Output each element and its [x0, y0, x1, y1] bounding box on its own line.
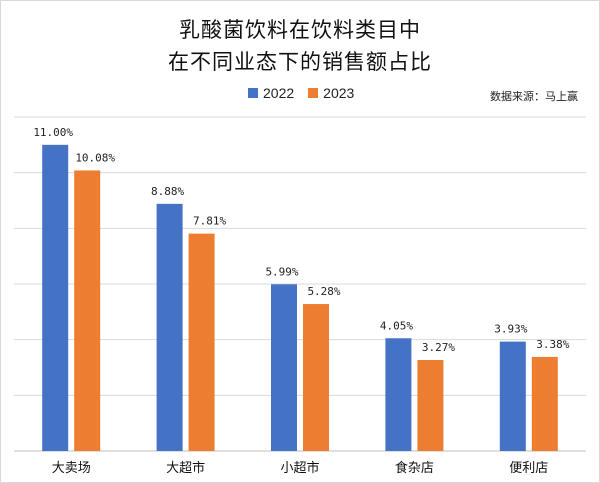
legend-swatch-2022	[248, 88, 258, 98]
bar-2022-1	[42, 144, 69, 452]
bar-2022-2	[156, 203, 183, 451]
x-tick-label: 小超市	[280, 460, 319, 476]
data-label-2022-1: 11.00%	[33, 126, 73, 139]
bar-2023-2	[188, 233, 215, 451]
bar-2022-4	[385, 338, 412, 451]
bar-2022-5	[499, 341, 526, 451]
data-label-2023-1: 10.08%	[75, 151, 115, 164]
bar-2023-4	[417, 359, 444, 451]
bar-2023-3	[303, 304, 329, 451]
bar-2023-5	[531, 356, 558, 451]
data-label-2023-5: 3.38%	[536, 338, 569, 351]
data-label-2023-2: 7.81%	[193, 215, 226, 228]
data-label-2022-2: 8.88%	[151, 185, 184, 198]
legend-item-2022: 2022	[248, 85, 294, 101]
data-label-2022-4: 4.05%	[380, 319, 413, 332]
bar-2022-3	[271, 284, 297, 451]
legend-label-2023: 2023	[323, 85, 355, 101]
x-tick-label: 食杂店	[395, 460, 434, 476]
bar-2023-1	[74, 170, 101, 451]
source-note: 数据来源：马上赢	[490, 90, 578, 103]
chart-title-line-1: 乳酸菌饮料在饮料类目中	[179, 18, 421, 42]
data-label-2023-3: 5.28%	[307, 285, 340, 298]
chart-title-line-2: 在不同业态下的销售额占比	[168, 50, 432, 74]
data-label-2022-3: 5.99%	[265, 265, 298, 278]
data-label-2022-5: 3.93%	[494, 323, 527, 336]
x-tick-label: 大超市	[166, 460, 205, 476]
legend: 2022 2023	[248, 85, 354, 101]
x-tick-label: 便利店	[509, 461, 548, 476]
legend-label-2022: 2022	[263, 85, 295, 101]
data-label-2023-4: 3.27%	[422, 341, 455, 354]
x-tick-label: 大卖场	[52, 461, 91, 476]
legend-swatch-2023	[308, 88, 319, 98]
legend-item-2023: 2023	[308, 85, 354, 101]
